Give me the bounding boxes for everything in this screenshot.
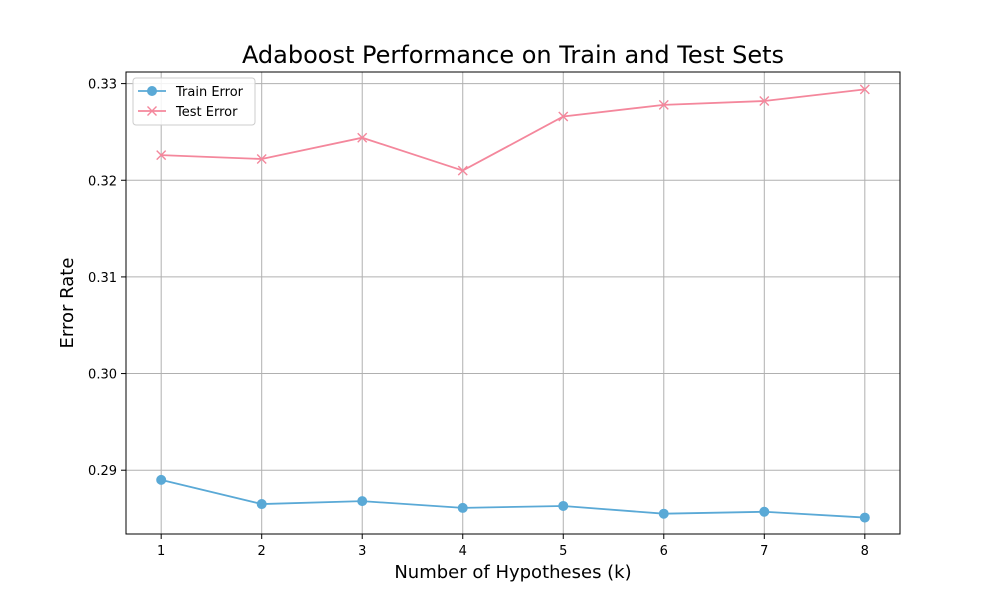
series-line xyxy=(160,478,865,519)
data-point xyxy=(558,500,569,511)
x-tick-label: 4 xyxy=(459,544,467,559)
y-tick-label: 0.31 xyxy=(88,271,117,286)
grid xyxy=(126,72,900,534)
x-tick-label: 6 xyxy=(660,544,668,559)
legend: Train Error Test Error xyxy=(132,77,256,126)
data-point xyxy=(357,132,368,143)
legend-marker xyxy=(147,86,157,96)
legend-label: Train Error xyxy=(175,85,244,100)
legend-entry: Test Error xyxy=(138,105,238,120)
series-test-error xyxy=(156,84,870,176)
data-point xyxy=(658,508,669,519)
data-point xyxy=(156,474,167,485)
data-point xyxy=(457,165,468,176)
data-point xyxy=(156,150,167,161)
y-tick-label: 0.29 xyxy=(88,464,117,479)
x-tick-label: 8 xyxy=(861,544,869,559)
data-point xyxy=(357,496,368,507)
data-point xyxy=(256,153,267,164)
data-point xyxy=(759,96,770,106)
x-tick-label: 2 xyxy=(258,544,266,559)
data-point xyxy=(658,99,669,110)
data-point xyxy=(558,111,569,122)
data-point xyxy=(256,499,267,510)
y-tick-label: 0.32 xyxy=(88,174,117,189)
legend-marker xyxy=(147,106,157,116)
series-train-error xyxy=(156,474,870,523)
plot-area-frame xyxy=(125,71,901,535)
x-tick-label: 3 xyxy=(358,544,366,559)
x-axis: 1 2 3 4 5 6 7 8 xyxy=(157,534,869,559)
y-tick-label: 0.33 xyxy=(88,78,117,93)
data-point xyxy=(859,84,870,95)
x-axis-label: Number of Hypotheses (k) xyxy=(394,562,631,583)
legend-frame xyxy=(132,77,256,126)
series-layer xyxy=(156,84,870,523)
y-tick-label: 0.30 xyxy=(88,368,117,383)
chart-title: Adaboost Performance on Train and Test S… xyxy=(242,41,784,69)
data-point xyxy=(457,502,468,513)
data-point xyxy=(759,506,770,517)
series-line xyxy=(161,88,865,172)
x-tick-label: 1 xyxy=(157,544,165,559)
data-point xyxy=(859,512,870,523)
x-tick-label: 5 xyxy=(559,544,567,559)
x-tick-label: 7 xyxy=(760,544,768,559)
y-axis: 0.29 0.30 0.31 0.32 0.33 xyxy=(88,78,126,479)
y-axis-label: Error Rate xyxy=(57,258,78,349)
legend-entry: Train Error xyxy=(138,85,244,100)
legend-label: Test Error xyxy=(175,105,238,120)
